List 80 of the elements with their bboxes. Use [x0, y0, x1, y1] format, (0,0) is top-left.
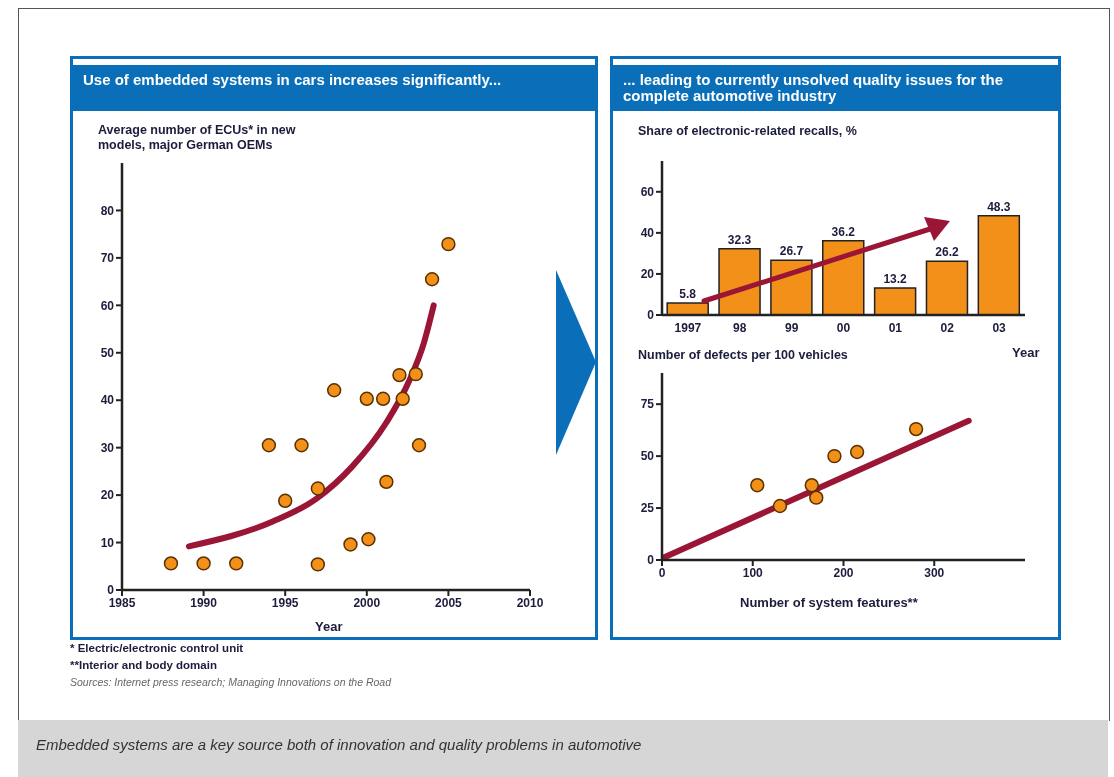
x-tick-label: 1985 — [108, 595, 136, 610]
x-axis-title: Number of system features** — [740, 595, 918, 610]
point — [278, 493, 293, 508]
x-tick-label: 300 — [924, 565, 945, 580]
y-tick-label: 0 — [647, 553, 655, 568]
y-tick-label: 30 — [100, 440, 115, 455]
y-tick-label: 60 — [100, 298, 115, 313]
data-label: 32.3 — [727, 232, 752, 247]
y-tick-label: 40 — [100, 393, 115, 408]
y-tick-label: 0 — [107, 583, 115, 598]
data-label: 5.8 — [679, 287, 697, 302]
point — [343, 537, 358, 552]
data-label: 36.2 — [831, 224, 856, 239]
x-tick-label: 00 — [836, 320, 851, 335]
source-note: Sources: Internet press research; Managing Innovations on the Road — [70, 676, 393, 688]
x-tick-label: 01 — [888, 320, 903, 335]
point — [424, 272, 440, 287]
x-tick-label: 2000 — [353, 595, 381, 610]
chart-title: Use of embedded systems in cars increases significantly... — [73, 65, 595, 111]
point — [229, 556, 244, 571]
x-tick-label: 1997 — [674, 320, 702, 335]
y-tick-label: 10 — [100, 535, 115, 550]
y-axis-title: Share of electronic-related recalls, % — [638, 124, 858, 139]
point — [441, 236, 456, 252]
point — [772, 498, 788, 514]
y-tick-label: 75 — [640, 397, 655, 412]
y-axis-title: Average number of ECUs* in new models, major German OEMs — [98, 123, 297, 153]
point — [392, 367, 407, 383]
x-tick-label: 1990 — [190, 595, 218, 610]
y-axis-title: Number of defects per 100 vehicles — [638, 348, 849, 363]
x-tick-label: 0 — [658, 565, 666, 580]
text: **Interior and body domain — [70, 659, 218, 671]
y-tick-label: 60 — [640, 185, 655, 200]
x-tick-label: 98 — [733, 320, 747, 335]
point — [294, 438, 309, 453]
point — [326, 383, 342, 398]
x-tick-label: 2005 — [435, 595, 463, 610]
point — [750, 478, 765, 493]
point — [908, 421, 924, 437]
chart-title: ... leading to currently unsolved quality issues for the complete automotive industry — [613, 65, 1058, 111]
y-tick-label: 70 — [100, 251, 115, 266]
x-tick-label: 02 — [940, 320, 955, 335]
point — [361, 532, 376, 547]
point — [359, 391, 374, 406]
text: * Electric/electronic control unit — [70, 642, 245, 654]
point — [310, 481, 326, 496]
y-tick-label: 40 — [640, 226, 655, 241]
x-tick-label: 100 — [742, 565, 764, 580]
point — [395, 391, 410, 406]
x-axis-title: Year — [1012, 345, 1040, 360]
x-tick-label: 1995 — [271, 595, 299, 610]
y-tick-label: 50 — [100, 346, 115, 361]
point — [375, 391, 391, 406]
x-tick-label: 03 — [992, 320, 1007, 335]
x-tick-label: 2010 — [516, 595, 544, 610]
y-tick-label: 80 — [100, 203, 115, 218]
point — [804, 478, 819, 493]
data-label: 48.3 — [987, 199, 1011, 214]
y-tick-label: 0 — [647, 308, 655, 323]
point — [261, 438, 277, 453]
point — [196, 556, 211, 571]
point — [408, 366, 423, 382]
point — [310, 557, 326, 572]
data-label: 26.2 — [935, 245, 959, 260]
x-tick-label: 200 — [833, 565, 854, 580]
point — [827, 448, 842, 464]
y-tick-label: 25 — [640, 501, 655, 516]
y-tick-label: 20 — [100, 488, 115, 503]
data-label: 26.7 — [779, 244, 804, 259]
point — [809, 490, 824, 505]
y-tick-label: 20 — [640, 267, 655, 282]
point — [379, 474, 394, 489]
text: Embedded systems are a key source both of innovation and quality problems in automotive — [18, 720, 1108, 777]
x-axis-title: Year — [315, 619, 343, 634]
data-label: 13.2 — [883, 271, 908, 286]
y-tick-label: 50 — [640, 449, 655, 464]
point — [163, 556, 179, 571]
point — [849, 444, 865, 460]
point — [411, 438, 427, 453]
x-tick-label: 99 — [784, 320, 799, 335]
